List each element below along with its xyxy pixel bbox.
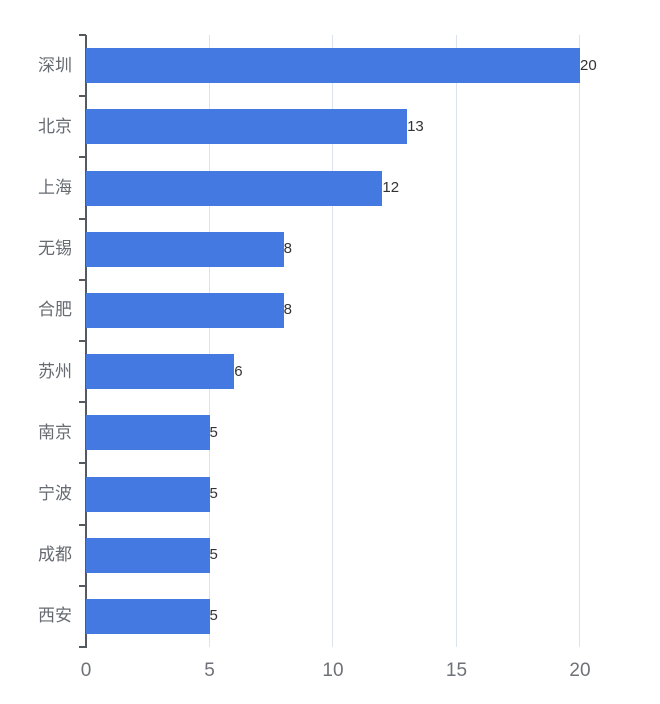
y-tick [79,340,86,342]
category-label: 北京 [38,116,72,137]
x-tick-label: 10 [322,660,344,681]
bar [86,354,235,390]
y-tick [79,95,86,98]
category-label: 无锡 [38,239,72,260]
bar [86,48,580,84]
bar [86,109,408,145]
category-label: 南京 [38,422,72,443]
y-tick [79,401,86,404]
gridline [332,35,333,647]
x-tick-label: 15 [445,660,468,681]
bar [86,292,284,328]
y-tick [79,156,86,159]
bar [86,170,383,206]
data-label: 20 [580,56,597,74]
y-tick [79,34,86,36]
data-label: 12 [382,179,400,196]
data-label: 5 [209,607,218,625]
bar [86,476,210,512]
y-axis-line [85,35,87,648]
y-tick [79,217,86,220]
gridline [455,35,457,647]
gridline [579,35,580,647]
bar [86,415,210,451]
category-label: 深圳 [38,55,72,76]
y-tick [79,523,86,526]
category-label: 合肥 [38,300,72,321]
category-label: 宁波 [38,484,72,504]
category-label: 成都 [38,545,72,566]
data-label: 8 [283,301,292,319]
data-label: 13 [407,117,424,135]
data-label: 5 [209,485,218,502]
x-tick-label: 20 [569,660,591,681]
x-tick-label: 0 [80,660,92,681]
category-label: 西安 [38,606,72,627]
y-tick [79,462,86,465]
gridline [208,35,210,647]
bar [86,598,210,634]
category-label: 上海 [38,178,72,198]
y-tick [79,278,86,281]
data-label: 8 [283,240,292,258]
y-tick [79,646,86,648]
y-tick [79,584,86,587]
bar [86,231,284,267]
data-label: 6 [234,362,243,380]
data-label: 5 [209,423,218,441]
data-label: 5 [209,546,218,564]
x-tick-label: 5 [204,660,215,681]
category-label: 苏州 [38,361,72,382]
bar [86,537,210,573]
